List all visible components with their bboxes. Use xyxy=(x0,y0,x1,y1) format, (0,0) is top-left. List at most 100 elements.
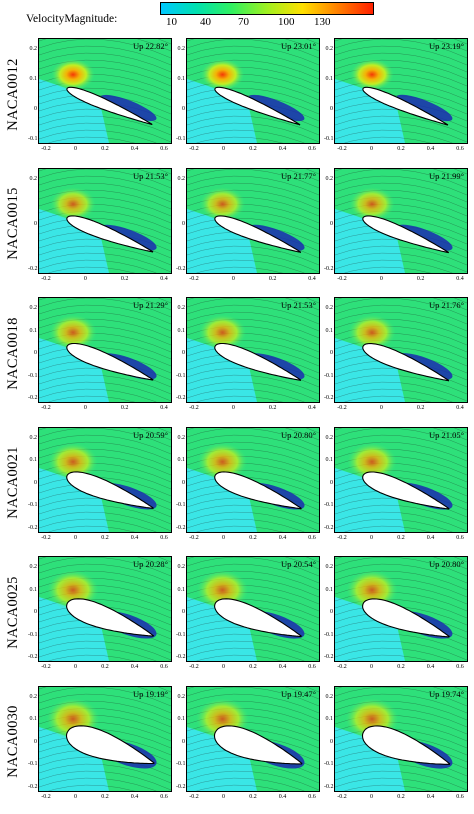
x-tick-label: 0.4 xyxy=(308,405,316,411)
x-tick-label: -0.2 xyxy=(41,534,51,541)
separation-vortex xyxy=(396,94,453,122)
y-tick-label: 0.2 xyxy=(325,46,334,52)
y-tick-label: -0.1 xyxy=(28,631,38,638)
flow-field-svg xyxy=(187,39,319,143)
x-tick-label: 0.2 xyxy=(397,793,405,800)
contour-plot: Up 21.53° xyxy=(38,167,172,274)
flow-field-svg xyxy=(335,39,467,143)
x-tick-label: 0 xyxy=(231,275,235,282)
x-tick-label: 0 xyxy=(379,405,383,411)
y-tick-label: 0.1 xyxy=(325,457,334,463)
x-tick-label: -0.2 xyxy=(337,793,347,800)
row-naca0015: NACA0015 Up 21.53° 0.2 0 -0.2 -0.2 0 0.2 0.4 Up 2… xyxy=(0,166,474,296)
flow-field-panel: Up 19.47° 0.2 0.1 0 -0.1 -0.2 -0.2 0 0.2 0.4 0.6 xyxy=(176,684,322,814)
x-tick-label: 0 xyxy=(222,534,225,541)
x-tick-label: 0 xyxy=(74,146,77,152)
y-tick-label: -0.1 xyxy=(324,372,334,379)
y-tick-label: 0.1 xyxy=(325,586,334,593)
legend-tick-label: 100 xyxy=(278,16,295,28)
x-tick-label: 0.4 xyxy=(308,275,316,282)
contour-plot: Up 21.05° xyxy=(334,426,468,533)
pitch-angle-label: Up 21.99° xyxy=(428,170,464,181)
x-tick-label: 0.2 xyxy=(268,275,277,282)
row-label: NACA0015 xyxy=(0,166,26,282)
y-tick-label: 0.1 xyxy=(177,327,186,334)
pitch-angle-label: Up 19.47° xyxy=(280,688,316,699)
flow-field-svg xyxy=(335,686,467,791)
row-label: NACA0012 xyxy=(0,36,26,152)
x-tick-label: 0.4 xyxy=(130,793,139,800)
y-tick-label: -0.2 xyxy=(28,783,38,790)
x-tick-label: 0.4 xyxy=(130,664,139,670)
x-tick-label: 0.6 xyxy=(456,146,464,152)
x-tick-label: -0.2 xyxy=(41,146,51,152)
airfoil-shape xyxy=(214,470,302,510)
x-tick-label: -0.2 xyxy=(41,793,51,800)
flow-field-svg xyxy=(187,298,319,402)
x-tick-label: -0.2 xyxy=(337,405,347,411)
airfoil-shape xyxy=(362,214,450,253)
legend-title: VelocityMagnitude: xyxy=(26,13,118,25)
y-tick-label: 0.2 xyxy=(29,46,38,52)
x-tick-label: 0.6 xyxy=(308,146,316,152)
x-tick-label: 0 xyxy=(231,405,235,411)
x-tick-label: 0 xyxy=(74,534,77,541)
y-tick-label: -0.2 xyxy=(324,265,334,272)
y-tick-label: -0.1 xyxy=(28,761,38,767)
pitch-angle-label: Up 19.74° xyxy=(428,688,464,699)
flow-field-svg xyxy=(187,168,319,273)
y-tick-label: -0.1 xyxy=(28,502,38,508)
y-tick-label: 0 xyxy=(330,738,333,745)
y-tick-label: -0.1 xyxy=(28,372,38,379)
x-tick-label: 0.4 xyxy=(130,146,139,152)
y-tick-label: 0 xyxy=(330,479,333,486)
flow-field-panel: Up 19.19° 0.2 0.1 0 -0.1 -0.2 -0.2 0 0.2 0.4 0.6 xyxy=(28,684,174,814)
y-tick-label: 0 xyxy=(182,350,185,356)
x-tick-label: 0.4 xyxy=(160,275,168,282)
y-tick-label: -0.2 xyxy=(176,783,186,790)
pitch-angle-label: Up 23.01° xyxy=(280,41,316,51)
y-tick-label: 0 xyxy=(34,479,37,486)
y-tick-label: -0.2 xyxy=(324,783,334,790)
y-tick-label: -0.1 xyxy=(324,761,334,767)
y-tick-label: -0.1 xyxy=(324,502,334,508)
airfoil-name: NACA0012 xyxy=(4,57,21,131)
contour-plot: Up 19.47° xyxy=(186,685,320,792)
x-tick-label: 0.6 xyxy=(456,534,464,541)
y-tick-label: 0.2 xyxy=(29,434,38,441)
y-tick-label: -0.2 xyxy=(28,395,38,401)
flow-field-svg xyxy=(39,168,171,273)
y-tick-label: -0.2 xyxy=(324,395,334,401)
y-tick-label: -0.2 xyxy=(324,654,334,660)
y-tick-label: 0.1 xyxy=(325,716,334,722)
flow-field-panel: Up 21.05° 0.2 0.1 0 -0.1 -0.2 -0.2 0 0.2 0.4 0.6 xyxy=(324,425,470,555)
flow-field-panel: Up 22.82° 0.2 0.1 0 -0.1 -0.2 0 0.2 0.4 0.6 xyxy=(28,36,174,166)
x-tick-label: 0 xyxy=(222,146,225,152)
x-tick-label: -0.2 xyxy=(189,793,199,800)
contour-plot: Up 21.29° xyxy=(38,297,172,403)
pitch-angle-label: Up 23.19° xyxy=(428,41,464,51)
x-tick-label: 0.2 xyxy=(397,664,405,670)
airfoil-shape xyxy=(362,342,450,382)
flow-field-panel: Up 19.74° 0.2 0.1 0 -0.1 -0.2 -0.2 0 0.2 0.4 0.6 xyxy=(324,684,470,814)
legend-colorbar xyxy=(160,2,374,15)
y-tick-label: 0.2 xyxy=(325,305,334,311)
separation-vortex xyxy=(100,94,157,121)
x-tick-label: 0.6 xyxy=(160,146,168,152)
x-tick-label: 0.2 xyxy=(397,534,405,541)
flow-field-svg xyxy=(187,557,319,661)
y-tick-label: -0.1 xyxy=(176,372,186,379)
pitch-angle-label: Up 20.59° xyxy=(132,429,168,440)
pitch-angle-label: Up 20.80° xyxy=(428,559,464,569)
y-tick-label: 0.1 xyxy=(177,716,186,722)
y-tick-label: -0.1 xyxy=(176,761,186,767)
airfoil-shape xyxy=(213,724,303,764)
x-tick-label: -0.2 xyxy=(189,534,199,541)
x-tick-label: 0.6 xyxy=(456,664,464,670)
y-tick-label: 0.2 xyxy=(177,305,186,311)
airfoil-shape xyxy=(65,724,155,764)
legend-tick-label: 130 xyxy=(314,16,331,28)
airfoil-shape xyxy=(66,470,154,509)
suction-peak-contour xyxy=(197,442,248,481)
x-tick-label: 0.2 xyxy=(249,664,257,670)
